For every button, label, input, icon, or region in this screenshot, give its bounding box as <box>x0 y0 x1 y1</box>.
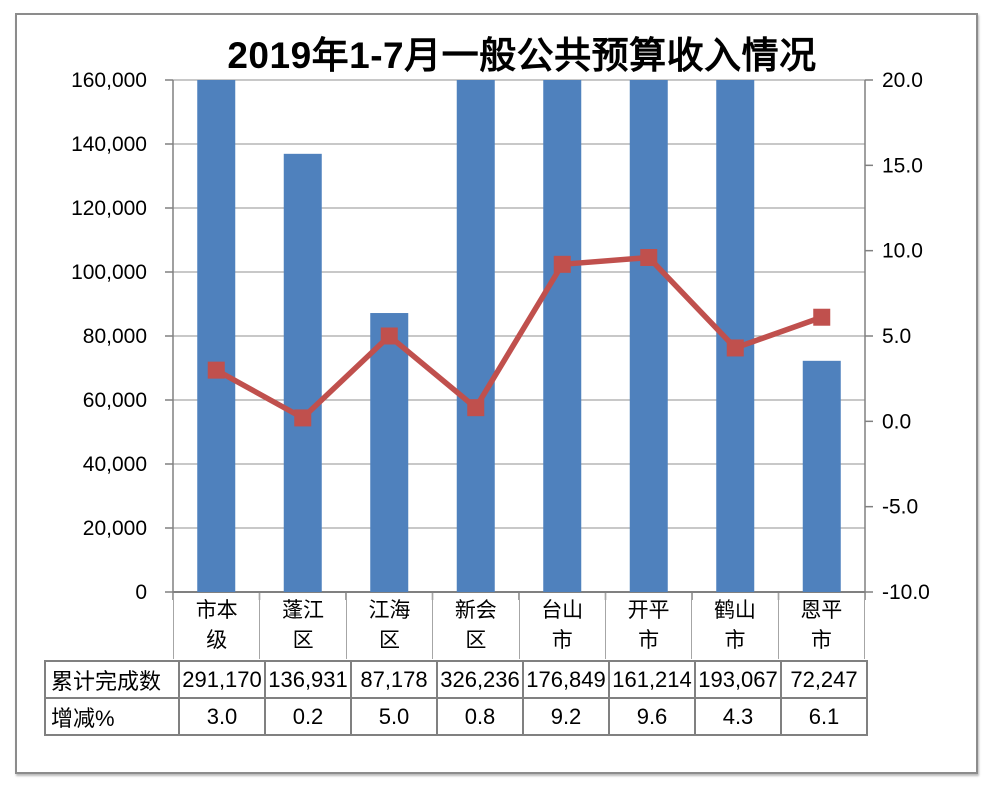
bar-市本级[interactable] <box>197 80 236 592</box>
category-label-台山市: 台山 市 <box>518 593 605 659</box>
line-marker-江海区[interactable] <box>380 327 398 345</box>
left-axis-tick-label: 80,000 <box>83 325 147 348</box>
table-row-label: 累计完成数 <box>44 660 180 699</box>
category-label-蓬江区: 蓬江 区 <box>259 593 345 659</box>
line-marker-鹤山市[interactable] <box>726 339 744 357</box>
category-label-市本级: 市本 级 <box>173 593 259 659</box>
category-label-鹤山市: 鹤山 市 <box>691 593 777 659</box>
table-cell: 326,236 <box>436 660 524 699</box>
right-axis-tick-label: 0.0 <box>882 410 911 433</box>
right-axis-tick-label: 20.0 <box>882 69 923 92</box>
chart-frame: 2019年1-7月一般公共预算收入情况 160,000 140,000 120,00… <box>15 13 978 774</box>
line-marker-蓬江区[interactable] <box>294 409 312 427</box>
table-cell: 5.0 <box>350 697 438 736</box>
table-cell: 9.6 <box>608 697 696 736</box>
bar-新会区[interactable] <box>456 80 495 592</box>
plot-area: 160,000 140,000 120,000 100,000 80,000 60,000… <box>71 69 930 604</box>
growth-line <box>214 254 823 422</box>
left-axis-tick-label: 160,000 <box>71 69 147 92</box>
table-cell: 72,247 <box>780 660 868 699</box>
category-label-恩平市: 恩平 市 <box>777 593 865 659</box>
table-cell: 161,214 <box>608 660 696 699</box>
right-axis-tick-label: 15.0 <box>882 154 923 177</box>
table-cell: 87,178 <box>350 660 438 699</box>
table-cell: 193,067 <box>694 660 782 699</box>
left-axis-tick-label: 100,000 <box>71 261 147 284</box>
left-axis-tick-label: 120,000 <box>71 197 147 220</box>
left-axis-tick-label: 40,000 <box>83 453 147 476</box>
line-marker-新会区[interactable] <box>467 399 485 417</box>
table-cell: 9.2 <box>522 697 610 736</box>
category-label-新会区: 新会 区 <box>432 593 518 659</box>
line-marker-恩平市[interactable] <box>813 308 831 326</box>
table-row: 增减% 3.0 0.2 5.0 0.8 9.2 9.6 4.3 6.1 <box>44 697 868 736</box>
bar-江海区[interactable] <box>370 313 409 592</box>
line-marker-市本级[interactable] <box>207 361 225 379</box>
table-cell: 4.3 <box>694 697 782 736</box>
table-cell: 136,931 <box>264 660 352 699</box>
right-axis-tick-label: -5.0 <box>882 496 918 519</box>
table-cell: 3.0 <box>178 697 266 736</box>
right-axis-tick-label: 10.0 <box>882 240 923 263</box>
bar-恩平市[interactable] <box>802 360 841 592</box>
table-row: 累计完成数 291,170 136,931 87,178 326,236 176,849 1… <box>44 660 868 699</box>
line-marker-开平市[interactable] <box>640 248 658 266</box>
bar-蓬江区[interactable] <box>283 153 322 592</box>
category-label-开平市: 开平 市 <box>604 593 691 659</box>
left-axis-tick-label: 0 <box>135 581 147 604</box>
left-axis-tick-label: 20,000 <box>83 517 147 540</box>
table-cell: 0.8 <box>436 697 524 736</box>
bar-台山市[interactable] <box>543 80 582 592</box>
table-cell: 291,170 <box>178 660 266 699</box>
table-cell: 6.1 <box>780 697 868 736</box>
table-cell: 176,849 <box>522 660 610 699</box>
right-axis-tick-label: -10.0 <box>882 581 930 604</box>
chart-title: 2019年1-7月一般公共预算收入情况 <box>227 35 817 76</box>
line-marker-台山市[interactable] <box>553 255 571 273</box>
table-row-label: 增减% <box>44 697 180 736</box>
left-axis-tick-label: 140,000 <box>71 133 147 156</box>
right-axis-tick-label: 5.0 <box>882 325 911 348</box>
left-axis-tick-label: 60,000 <box>83 389 147 412</box>
data-table: 累计完成数 291,170 136,931 87,178 326,236 176,849 1… <box>44 660 868 736</box>
x-axis-category-row: 市本 级蓬江 区江海 区新会 区台山 市开平 市鹤山 市恩平 市 <box>173 593 865 659</box>
table-cell: 0.2 <box>264 697 352 736</box>
bar-开平市[interactable] <box>629 80 668 592</box>
category-label-江海区: 江海 区 <box>345 593 432 659</box>
